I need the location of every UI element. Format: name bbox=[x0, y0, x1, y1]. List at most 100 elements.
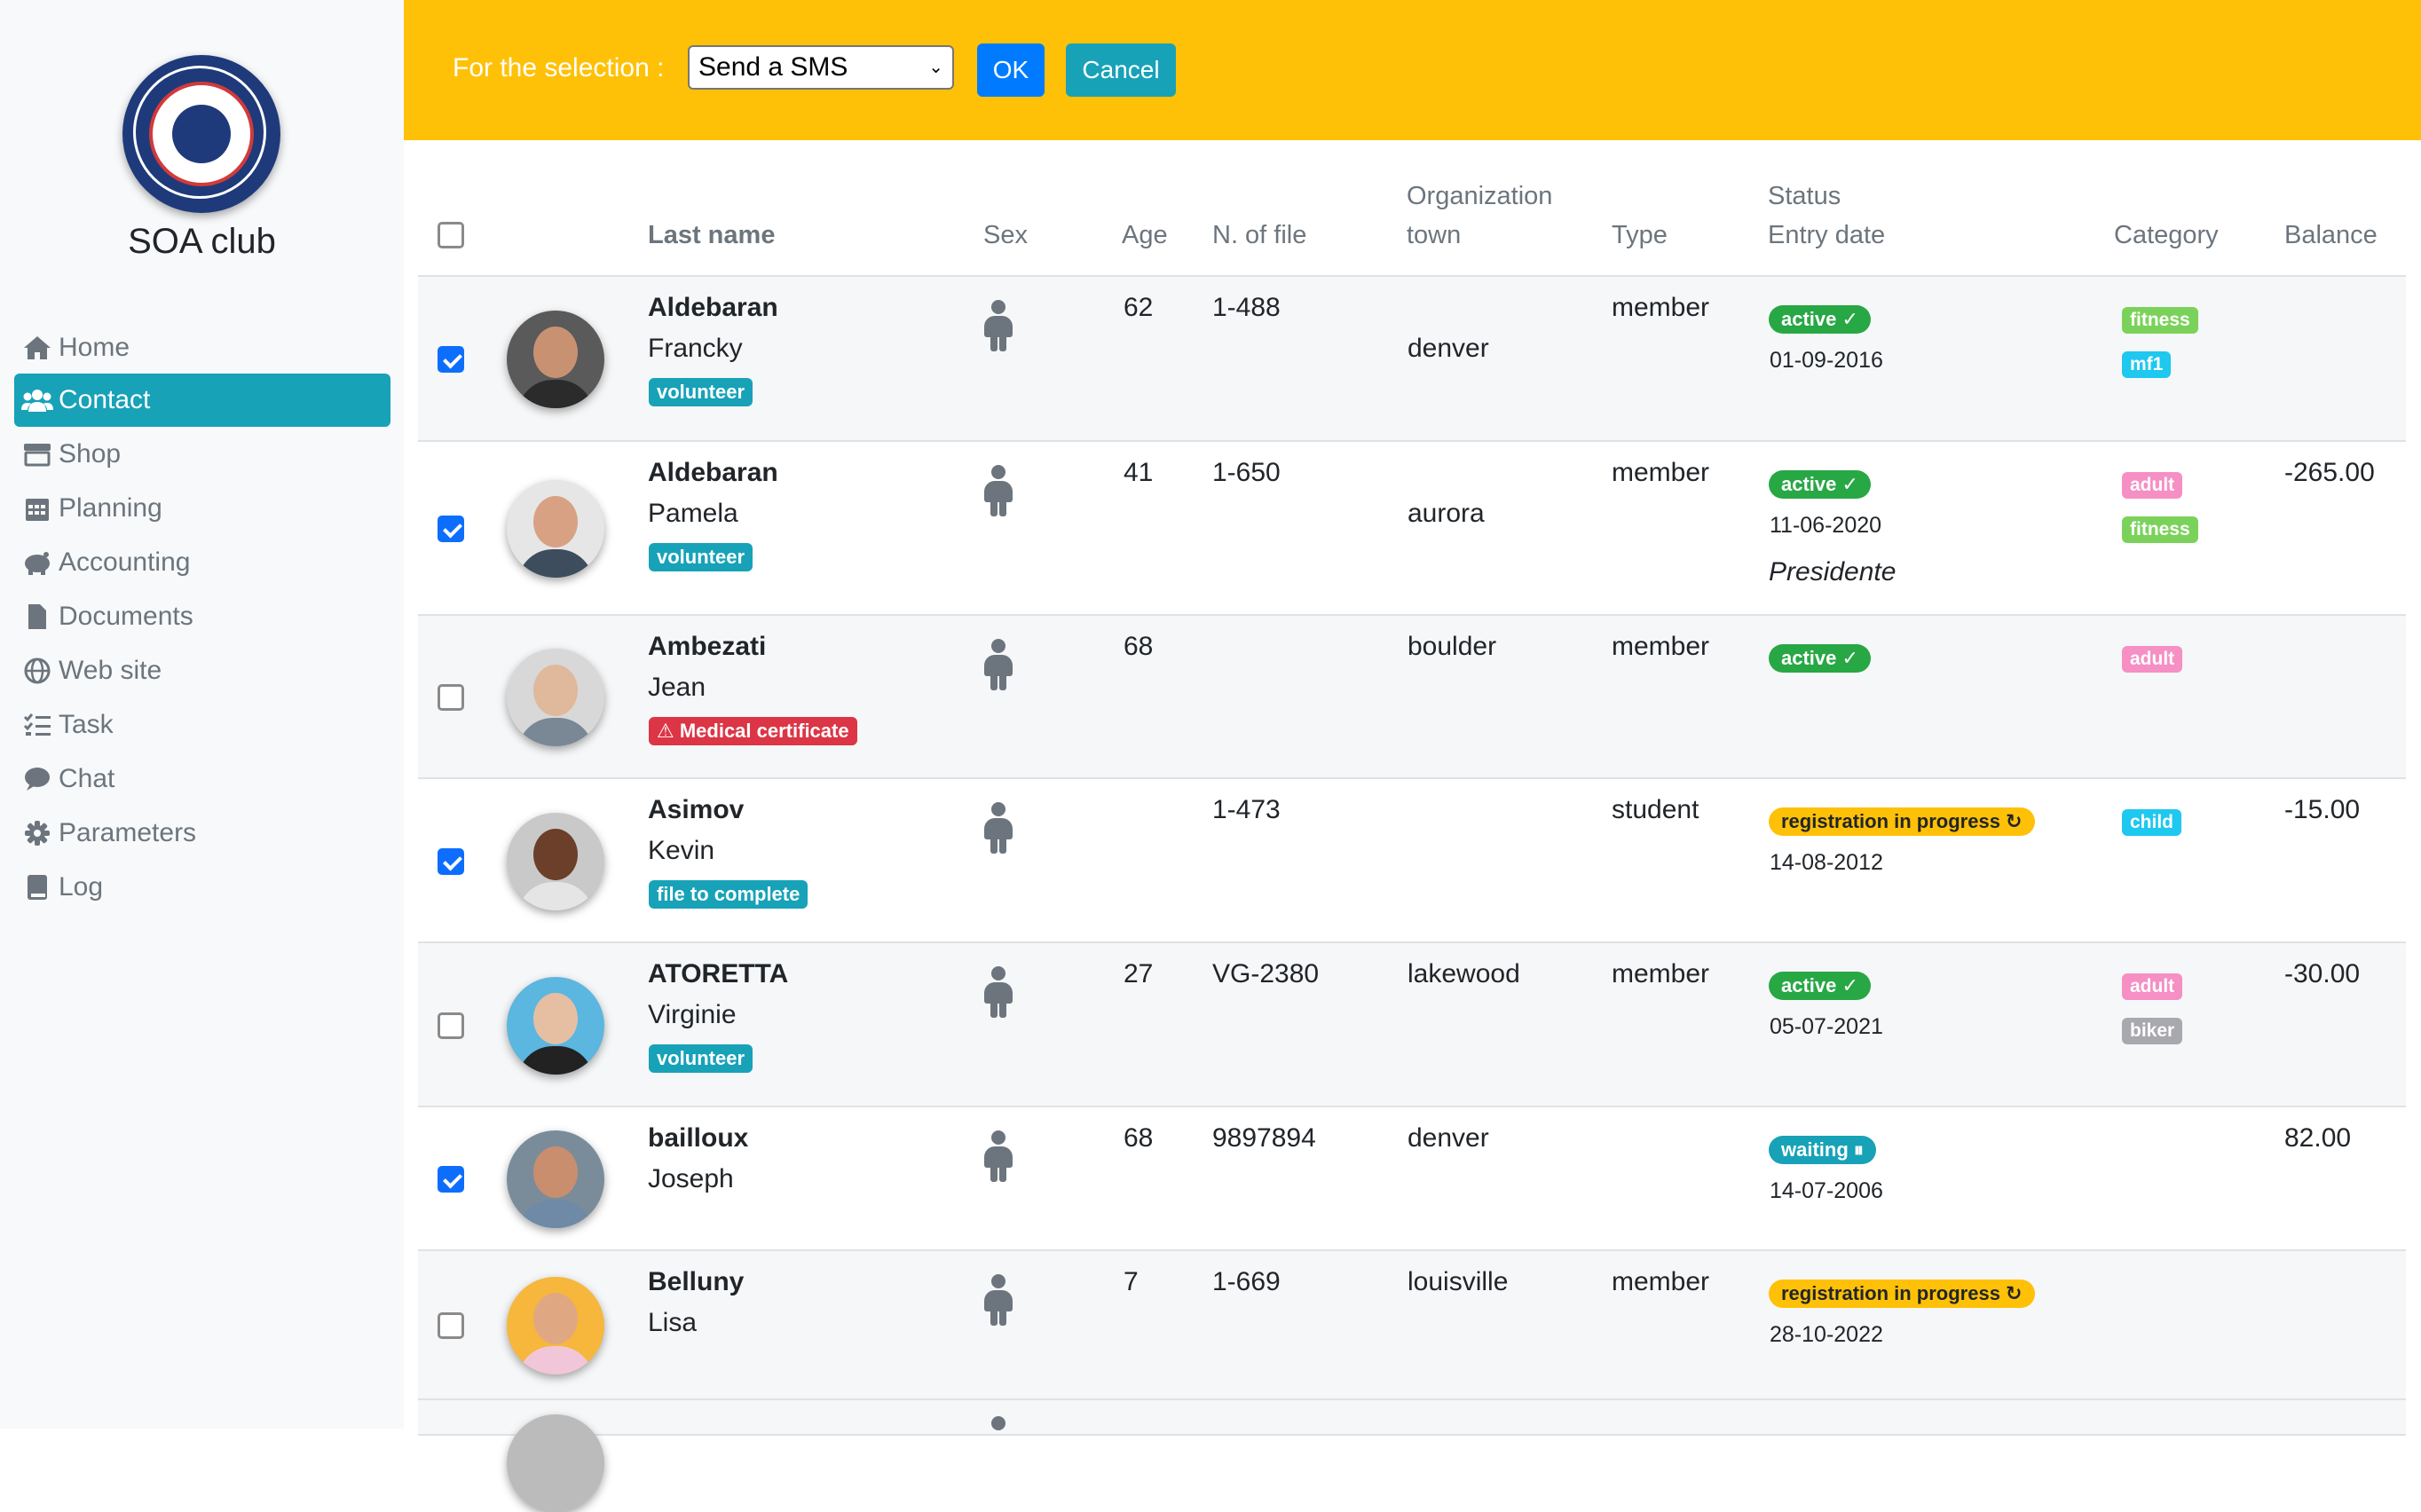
type-cell: member bbox=[1612, 1267, 1710, 1296]
home-icon bbox=[21, 332, 53, 364]
avatar-shoulders bbox=[517, 718, 594, 746]
header-file-number[interactable]: N. of file bbox=[1212, 221, 1307, 249]
sidebar-item-website[interactable]: Web site bbox=[14, 644, 390, 697]
file-number-cell: VG-2380 bbox=[1212, 959, 1320, 988]
person-body bbox=[984, 655, 1013, 676]
table-row[interactable]: Belluny Lisa 7 1-669 louisville member registr… bbox=[418, 1251, 2406, 1400]
person-leg bbox=[990, 1310, 998, 1326]
piggy-bank-icon bbox=[21, 547, 53, 579]
club-logo[interactable] bbox=[122, 55, 280, 213]
age-cell: 27 bbox=[1124, 959, 1154, 988]
sidebar-item-task[interactable]: Task bbox=[14, 698, 390, 752]
sidebar-item-accounting[interactable]: Accounting bbox=[14, 536, 390, 589]
row-checkbox[interactable] bbox=[438, 346, 464, 373]
balance-cell: 82.00 bbox=[2284, 1123, 2352, 1153]
header-type[interactable]: Type bbox=[1612, 221, 1668, 249]
file-number-cell: 9897894 bbox=[1212, 1123, 1316, 1153]
age-cell: 41 bbox=[1124, 458, 1154, 487]
table-row[interactable] bbox=[418, 1400, 2406, 1512]
row-checkbox[interactable] bbox=[438, 1166, 464, 1193]
category-badge: adult bbox=[2122, 973, 2183, 1000]
person-head bbox=[991, 966, 1005, 980]
calendar-icon bbox=[21, 492, 53, 524]
header-status[interactable]: Status bbox=[1768, 182, 1841, 210]
avatar-shoulders bbox=[517, 380, 594, 408]
header-divider bbox=[418, 275, 2406, 277]
avatar-face bbox=[533, 829, 578, 880]
town-cell: denver bbox=[1408, 1123, 1489, 1153]
sidebar-item-parameters[interactable]: Parameters bbox=[14, 807, 390, 860]
sidebar-item-label: Parameters bbox=[59, 818, 197, 847]
entry-date: 05-07-2021 bbox=[1770, 1014, 1883, 1039]
header-balance[interactable]: Balance bbox=[2284, 221, 2378, 249]
select-all-checkbox[interactable] bbox=[438, 222, 464, 248]
table-row[interactable]: Ambezati Jean ⚠ Medical certificate 68 bould… bbox=[418, 616, 2406, 779]
contact-tag-badge: ⚠ Medical certificate bbox=[649, 717, 857, 745]
sidebar-item-chat[interactable]: Chat bbox=[14, 752, 390, 806]
town-cell: louisville bbox=[1408, 1267, 1509, 1296]
file-number-cell: 1-650 bbox=[1212, 458, 1281, 487]
cancel-button[interactable]: Cancel bbox=[1066, 43, 1176, 97]
header-organization[interactable]: Organization bbox=[1407, 182, 1553, 210]
sidebar-item-planning[interactable]: Planning bbox=[14, 482, 390, 535]
header-age[interactable]: Age bbox=[1122, 221, 1168, 249]
header-sex[interactable]: Sex bbox=[983, 221, 1028, 249]
avatar bbox=[507, 1277, 604, 1374]
sidebar-item-log[interactable]: Log bbox=[14, 861, 390, 914]
sidebar-item-documents[interactable]: Documents bbox=[14, 590, 390, 643]
balance-cell: -15.00 bbox=[2284, 795, 2361, 824]
balance-cell: -30.00 bbox=[2284, 959, 2361, 988]
person-head bbox=[991, 300, 1005, 314]
selection-label: For the selection : bbox=[453, 53, 665, 83]
action-select[interactable]: Send a SMS ⌄ bbox=[688, 45, 954, 90]
row-checkbox[interactable] bbox=[438, 848, 464, 875]
last-name[interactable]: ATORETTA bbox=[648, 959, 789, 988]
last-name[interactable]: bailloux bbox=[648, 1123, 749, 1153]
sidebar-item-shop[interactable]: Shop bbox=[14, 428, 390, 481]
last-name[interactable]: Ambezati bbox=[648, 632, 767, 661]
sidebar-item-home[interactable]: Home bbox=[14, 321, 390, 374]
header-entry-date[interactable]: Entry date bbox=[1768, 221, 1886, 249]
header-town[interactable]: town bbox=[1407, 221, 1462, 249]
person-body bbox=[984, 1290, 1013, 1311]
avatar bbox=[507, 1130, 604, 1228]
sidebar-item-label: Shop bbox=[59, 439, 122, 469]
entry-date: 28-10-2022 bbox=[1770, 1322, 1883, 1347]
row-checkbox[interactable] bbox=[438, 1012, 464, 1039]
sidebar-item-label: Documents bbox=[59, 602, 193, 631]
last-name[interactable]: Asimov bbox=[648, 795, 745, 824]
person-body bbox=[984, 818, 1013, 839]
town-cell: boulder bbox=[1408, 632, 1497, 661]
avatar bbox=[507, 480, 604, 578]
person-leg bbox=[999, 838, 1006, 854]
sidebar-item-label: Log bbox=[59, 872, 104, 902]
person-body bbox=[984, 316, 1013, 337]
last-name[interactable]: Aldebaran bbox=[648, 458, 778, 487]
file-icon bbox=[21, 601, 53, 633]
sidebar-item-label: Accounting bbox=[59, 547, 191, 577]
person-icon bbox=[982, 465, 1015, 516]
chat-icon bbox=[21, 763, 53, 795]
category-badge: fitness bbox=[2122, 307, 2198, 334]
header-category[interactable]: Category bbox=[2114, 221, 2219, 249]
first-name: Joseph bbox=[648, 1164, 734, 1193]
row-checkbox[interactable] bbox=[438, 1312, 464, 1339]
person-head bbox=[991, 802, 1005, 816]
person-body bbox=[984, 481, 1013, 502]
row-checkbox[interactable] bbox=[438, 684, 464, 711]
table-row[interactable]: Asimov Kevin file to complete 1-473 student r… bbox=[418, 779, 2406, 943]
table-row[interactable]: ATORETTA Virginie volunteer 27 VG-2380 lakewo… bbox=[418, 943, 2406, 1107]
person-leg bbox=[990, 674, 998, 690]
last-name[interactable]: Belluny bbox=[648, 1267, 745, 1296]
person-leg bbox=[990, 335, 998, 351]
table-row[interactable]: Aldebaran Pamela volunteer 41 1-650 aurora mem… bbox=[418, 442, 2406, 616]
ok-button[interactable]: OK bbox=[977, 43, 1045, 97]
sidebar-item-label: Task bbox=[59, 710, 114, 739]
table-row[interactable]: Aldebaran Francky volunteer 62 1-488 denver me… bbox=[418, 277, 2406, 442]
table-row[interactable]: bailloux Joseph 68 9897894 denver waiting ⏸ 14… bbox=[418, 1107, 2406, 1251]
sidebar-item-contact[interactable]: Contact bbox=[14, 374, 390, 427]
file-number-cell: 1-473 bbox=[1212, 795, 1281, 824]
row-checkbox[interactable] bbox=[438, 516, 464, 542]
last-name[interactable]: Aldebaran bbox=[648, 293, 778, 322]
header-last-name[interactable]: Last name bbox=[648, 221, 776, 249]
